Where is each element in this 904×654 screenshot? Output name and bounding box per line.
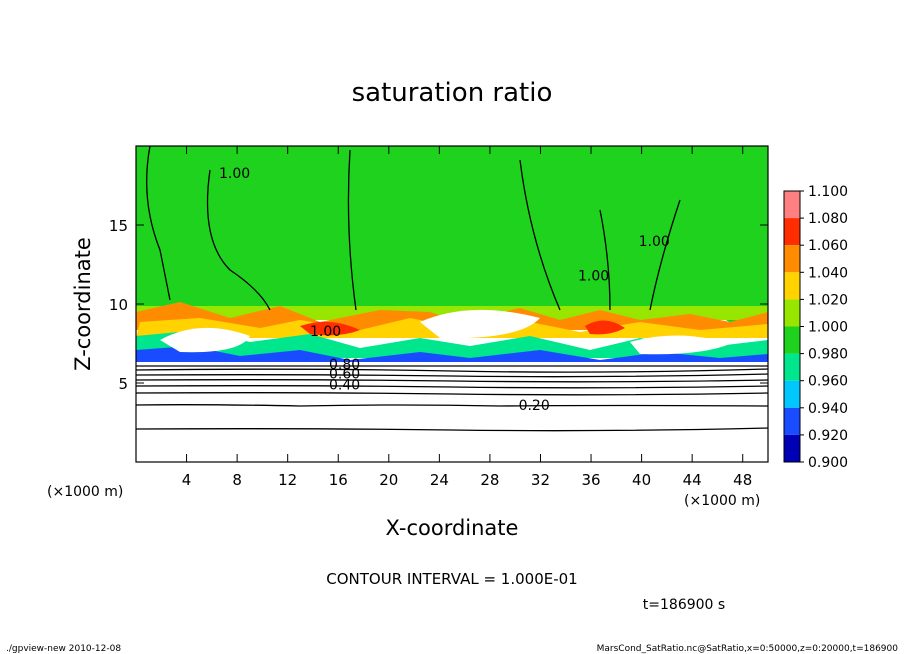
contour-labels: 1.00 1.00 1.00 1.00 0.800.600.40 0.20 [219, 166, 670, 414]
cloud-band [136, 302, 768, 372]
y-axis-ticks: 5 10 15 [109, 217, 768, 393]
contour-label: 1.00 [578, 269, 609, 285]
x-tick-label: 32 [531, 471, 550, 489]
colorbar-label: 0.900 [808, 455, 848, 471]
x-unit-label-left: (×1000 m) [47, 484, 123, 500]
y-tick-label: 10 [109, 296, 128, 314]
plot-area [136, 146, 768, 462]
x-axis-label: X-coordinate [386, 516, 519, 540]
colorbar: 0.900 0.920 0.940 0.960 0.980 1.000 1.020 1.040… [783, 184, 848, 471]
contour-interval-text: CONTOUR INTERVAL = 1.000E-01 [326, 570, 577, 588]
chart-title: saturation ratio [352, 78, 553, 108]
colorbar-label: 0.980 [808, 347, 848, 363]
contour-label: 1.00 [639, 234, 670, 250]
contour-label: 0.20 [519, 398, 550, 414]
colorbar-label: 1.020 [808, 292, 848, 308]
colorbar-label: 1.080 [808, 211, 848, 227]
colorbar-segment [784, 353, 800, 381]
contour-label: 0.80 [329, 357, 360, 373]
contour-label: 0.40 [329, 378, 360, 394]
colorbar-label: 1.060 [808, 238, 848, 254]
contour-lines [136, 146, 768, 432]
x-tick-label: 8 [232, 471, 242, 489]
y-tick-label: 5 [118, 375, 128, 393]
contour-label: 0.60 [329, 367, 360, 383]
time-label: t=186900 s [643, 597, 725, 613]
saturated-region [136, 146, 768, 325]
colorbar-label: 0.960 [808, 374, 848, 390]
footer-left: ./gpview-new 2010-12-08 [6, 644, 121, 654]
colorbar-segment [784, 272, 800, 300]
x-tick-label: 24 [430, 471, 449, 489]
x-tick-label: 40 [632, 471, 651, 489]
colorbar-label: 1.000 [808, 320, 848, 336]
x-tick-label: 28 [480, 471, 499, 489]
colorbar-label: 1.100 [808, 184, 848, 200]
colorbar-segment [784, 380, 800, 408]
x-tick-label: 36 [581, 471, 600, 489]
x-axis-ticks: 4 8 12 16 20 24 28 32 36 40 44 48 [182, 146, 752, 489]
contour-label: 1.00 [219, 166, 250, 182]
x-tick-label: 12 [278, 471, 297, 489]
x-tick-label: 16 [329, 471, 348, 489]
colorbar-segment [784, 434, 800, 462]
y-tick-label: 15 [109, 217, 128, 235]
footer-right: MarsCond_SatRatio.nc@SatRatio,x=0:50000,… [597, 644, 899, 654]
colorbar-segment [784, 218, 800, 246]
x-tick-label: 44 [683, 471, 702, 489]
colorbar-segment [784, 299, 800, 327]
colorbar-label: 1.040 [808, 265, 848, 281]
x-unit-label-right: (×1000 m) [684, 493, 760, 509]
colorbar-label: 0.940 [808, 401, 848, 417]
x-tick-label: 4 [182, 471, 192, 489]
colorbar-segment [784, 191, 800, 219]
contour-label: 1.00 [310, 324, 341, 340]
colorbar-label: 0.920 [808, 428, 848, 444]
y-axis-label: Z-coordinate [71, 237, 95, 371]
x-tick-label: 20 [379, 471, 398, 489]
colorbar-segment [784, 407, 800, 435]
colorbar-segment [784, 245, 800, 273]
x-tick-label: 48 [733, 471, 752, 489]
colorbar-segment [784, 326, 800, 354]
